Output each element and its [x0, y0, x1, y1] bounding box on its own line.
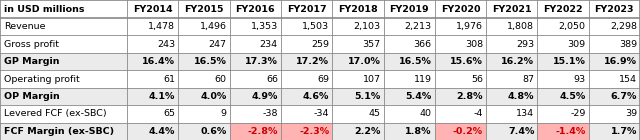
Text: 1,496: 1,496 — [200, 22, 227, 31]
Text: 366: 366 — [413, 40, 432, 49]
Text: 154: 154 — [619, 74, 637, 83]
Text: FCF Margin (ex-SBC): FCF Margin (ex-SBC) — [4, 127, 114, 136]
Text: 5.4%: 5.4% — [406, 92, 432, 101]
Bar — [435, 123, 486, 140]
Text: 1,976: 1,976 — [456, 22, 483, 31]
Text: 56: 56 — [471, 74, 483, 83]
Text: 69: 69 — [317, 74, 329, 83]
Text: 16.4%: 16.4% — [142, 57, 175, 66]
Text: 4.9%: 4.9% — [252, 92, 278, 101]
Text: 2.8%: 2.8% — [456, 92, 483, 101]
Text: FY2017: FY2017 — [287, 4, 326, 13]
Text: -2.3%: -2.3% — [299, 127, 329, 136]
Text: 2,103: 2,103 — [353, 22, 381, 31]
Text: -29: -29 — [570, 109, 586, 118]
Bar — [0, 88, 640, 105]
Text: 60: 60 — [214, 74, 227, 83]
Text: 247: 247 — [209, 40, 227, 49]
Text: Levered FCF (ex-SBC): Levered FCF (ex-SBC) — [4, 109, 107, 118]
Text: 4.8%: 4.8% — [508, 92, 534, 101]
Text: -4: -4 — [474, 109, 483, 118]
Text: 5.1%: 5.1% — [355, 92, 381, 101]
Text: Operating profit: Operating profit — [4, 74, 80, 83]
Text: 15.1%: 15.1% — [553, 57, 586, 66]
Text: 87: 87 — [522, 74, 534, 83]
Text: 65: 65 — [163, 109, 175, 118]
Text: 2,213: 2,213 — [404, 22, 432, 31]
Text: FY2019: FY2019 — [389, 4, 429, 13]
Bar — [0, 123, 640, 140]
Text: 107: 107 — [362, 74, 381, 83]
Text: FY2015: FY2015 — [184, 4, 224, 13]
Text: -38: -38 — [262, 109, 278, 118]
Text: -34: -34 — [314, 109, 329, 118]
Text: 93: 93 — [573, 74, 586, 83]
Bar — [0, 70, 640, 88]
Text: 1,503: 1,503 — [302, 22, 329, 31]
Text: 389: 389 — [619, 40, 637, 49]
Text: 1,353: 1,353 — [251, 22, 278, 31]
Text: 17.3%: 17.3% — [245, 57, 278, 66]
Text: 66: 66 — [266, 74, 278, 83]
Text: 2,050: 2,050 — [559, 22, 586, 31]
Bar — [281, 123, 332, 140]
Text: 40: 40 — [420, 109, 432, 118]
Text: 309: 309 — [568, 40, 586, 49]
Text: 6.7%: 6.7% — [611, 92, 637, 101]
Text: in USD millions: in USD millions — [4, 4, 84, 13]
Text: 15.6%: 15.6% — [450, 57, 483, 66]
Bar — [0, 53, 640, 70]
Text: 16.5%: 16.5% — [399, 57, 432, 66]
Text: -0.2%: -0.2% — [453, 127, 483, 136]
Bar — [0, 105, 640, 123]
Text: -1.4%: -1.4% — [556, 127, 586, 136]
Text: 16.5%: 16.5% — [194, 57, 227, 66]
Text: 259: 259 — [311, 40, 329, 49]
Bar — [538, 123, 589, 140]
Text: Gross profit: Gross profit — [4, 40, 59, 49]
Text: 4.0%: 4.0% — [200, 92, 227, 101]
Text: FY2016: FY2016 — [236, 4, 275, 13]
Text: 293: 293 — [516, 40, 534, 49]
Text: 61: 61 — [163, 74, 175, 83]
Text: 39: 39 — [625, 109, 637, 118]
Text: 7.4%: 7.4% — [508, 127, 534, 136]
Text: GP Margin: GP Margin — [4, 57, 60, 66]
Text: 1,808: 1,808 — [508, 22, 534, 31]
Text: 45: 45 — [369, 109, 381, 118]
Text: 234: 234 — [260, 40, 278, 49]
Text: Revenue: Revenue — [4, 22, 45, 31]
Text: 1,478: 1,478 — [148, 22, 175, 31]
Text: FY2021: FY2021 — [492, 4, 532, 13]
Text: FY2022: FY2022 — [543, 4, 583, 13]
Bar — [0, 18, 640, 35]
Text: 119: 119 — [414, 74, 432, 83]
Text: 0.6%: 0.6% — [200, 127, 227, 136]
Text: FY2014: FY2014 — [133, 4, 172, 13]
Text: 4.5%: 4.5% — [559, 92, 586, 101]
Bar — [230, 123, 281, 140]
Text: -2.8%: -2.8% — [248, 127, 278, 136]
Text: 308: 308 — [465, 40, 483, 49]
Text: 243: 243 — [157, 40, 175, 49]
Text: 17.0%: 17.0% — [348, 57, 381, 66]
Text: 2.2%: 2.2% — [354, 127, 381, 136]
Text: 16.2%: 16.2% — [501, 57, 534, 66]
Text: 4.6%: 4.6% — [303, 92, 329, 101]
Text: 1.8%: 1.8% — [405, 127, 432, 136]
Bar — [0, 35, 640, 53]
Text: OP Margin: OP Margin — [4, 92, 60, 101]
Text: FY2018: FY2018 — [338, 4, 378, 13]
Text: 2,298: 2,298 — [610, 22, 637, 31]
Text: 4.4%: 4.4% — [149, 127, 175, 136]
Text: 17.2%: 17.2% — [296, 57, 329, 66]
Text: FY2020: FY2020 — [441, 4, 480, 13]
Text: 1.7%: 1.7% — [611, 127, 637, 136]
Text: 357: 357 — [362, 40, 381, 49]
Text: 9: 9 — [221, 109, 227, 118]
Text: 16.9%: 16.9% — [604, 57, 637, 66]
Text: FY2023: FY2023 — [595, 4, 634, 13]
Text: 4.1%: 4.1% — [149, 92, 175, 101]
Text: 134: 134 — [516, 109, 534, 118]
